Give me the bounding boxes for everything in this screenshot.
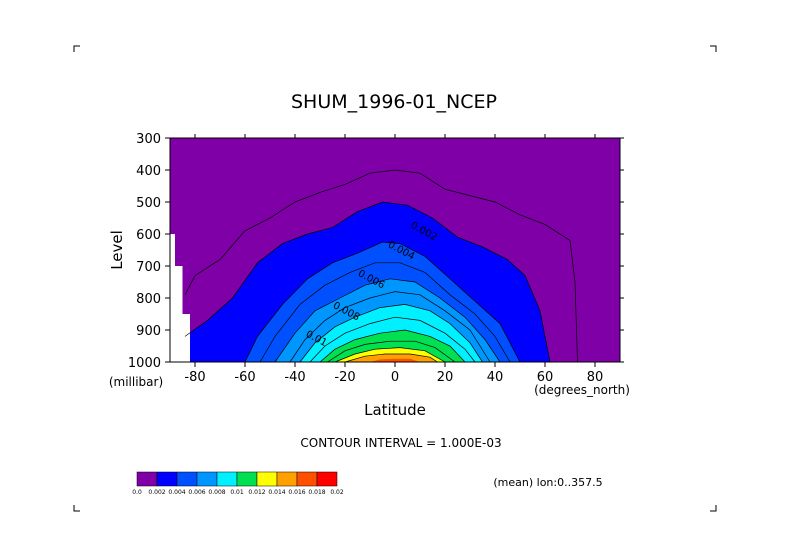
x-tick-label-3: -20 — [334, 370, 355, 385]
crop-mark-top-left — [73, 45, 80, 52]
x-tick-label-0: -80 — [184, 370, 205, 385]
colorbar-swatch-1 — [156, 471, 178, 487]
crop-mark-bottom-left — [73, 505, 80, 512]
colorbar-swatch-2 — [176, 471, 198, 487]
contour-line-10 — [334, 347, 446, 363]
y-axis-ticks: 300 400 500 600 700 800 900 1000 — [128, 132, 624, 371]
x-tick-label-1: -60 — [234, 370, 255, 385]
y-tick-label-3: 600 — [136, 228, 161, 243]
y-tick-label-0: 300 — [136, 132, 161, 147]
crop-mark-top-right — [710, 45, 717, 52]
y-tick-label-2: 500 — [136, 196, 161, 211]
colorbar-swatch-0 — [136, 471, 158, 487]
contour-line-5 — [289, 291, 491, 363]
x-axis-label: Latitude — [364, 401, 426, 419]
band-7 — [370, 358, 420, 362]
missing-cell-2 — [182, 314, 190, 362]
colorbar-swatch-7 — [276, 471, 298, 487]
x-tick-label-8: 80 — [587, 370, 604, 385]
colorbar-label-4: 0.008 — [208, 489, 225, 496]
y-tick-label-5: 800 — [136, 292, 161, 307]
colorbar-label-0: 0.0 — [132, 489, 142, 496]
missing-cell-0 — [170, 234, 175, 362]
crop-marks — [73, 45, 717, 512]
contour-line-11 — [344, 353, 438, 363]
y-tick-label-7: 1000 — [128, 356, 161, 371]
y-tick-label-6: 900 — [136, 324, 161, 339]
y-axis-unit: (millibar) — [109, 375, 163, 389]
contour-line-2 — [244, 241, 521, 363]
x-tick-label-5: 20 — [437, 370, 454, 385]
contour-line-1 — [184, 201, 551, 363]
contour-line-0 — [184, 169, 578, 363]
x-tick-label-7: 60 — [537, 370, 554, 385]
colorbar-label-10: 0.02 — [330, 489, 344, 496]
contour-line-9 — [327, 340, 456, 363]
subtitle-mean-lon: (mean) lon:0..357.5 — [493, 476, 602, 489]
crop-mark-bottom-right — [710, 505, 717, 512]
colorbar-label-2: 0.004 — [168, 489, 185, 496]
y-axis-label: Level — [108, 230, 126, 270]
missing-data-region — [170, 234, 190, 362]
contour-interval-note: CONTOUR INTERVAL = 1.000E-03 — [300, 436, 501, 450]
y-tick-label-4: 700 — [136, 260, 161, 275]
colorbar-label-8: 0.016 — [288, 489, 305, 496]
contour-line-3 — [259, 262, 511, 363]
colorbar: 0.0 0.002 0.004 0.006 0.008 0.01 0.012 0.014 0.0… — [132, 471, 344, 496]
colorbar-swatch-3 — [196, 471, 218, 487]
contour-line-4 — [274, 278, 501, 363]
colorbar-label-6: 0.012 — [248, 489, 265, 496]
contour-line-6 — [299, 304, 483, 363]
missing-cell-1 — [175, 266, 183, 362]
chart-title: SHUM_1996-01_NCEP — [291, 91, 497, 113]
contour-line-7 — [309, 316, 476, 363]
colorbar-label-1: 0.002 — [148, 489, 165, 496]
colorbar-label-7: 0.014 — [268, 489, 285, 496]
colorbar-swatch-9 — [316, 471, 338, 487]
contour-line-8 — [319, 329, 466, 363]
x-tick-label-6: 40 — [487, 370, 504, 385]
colorbar-label-3: 0.006 — [188, 489, 205, 496]
contour-lines — [184, 169, 578, 363]
colorbar-swatch-4 — [216, 471, 238, 487]
colorbar-label-9: 0.018 — [308, 489, 325, 496]
colorbar-swatch-6 — [256, 471, 278, 487]
colorbar-swatch-5 — [236, 471, 258, 487]
x-axis-ticks: -80 -60 -40 -20 0 20 40 60 80 — [184, 134, 603, 385]
x-tick-label-2: -40 — [284, 370, 305, 385]
colorbar-swatch-8 — [296, 471, 318, 487]
colorbar-label-5: 0.01 — [230, 489, 244, 496]
y-tick-label-1: 400 — [136, 164, 161, 179]
x-tick-label-4: 0 — [391, 370, 399, 385]
x-axis-unit: (degrees_north) — [534, 383, 630, 397]
